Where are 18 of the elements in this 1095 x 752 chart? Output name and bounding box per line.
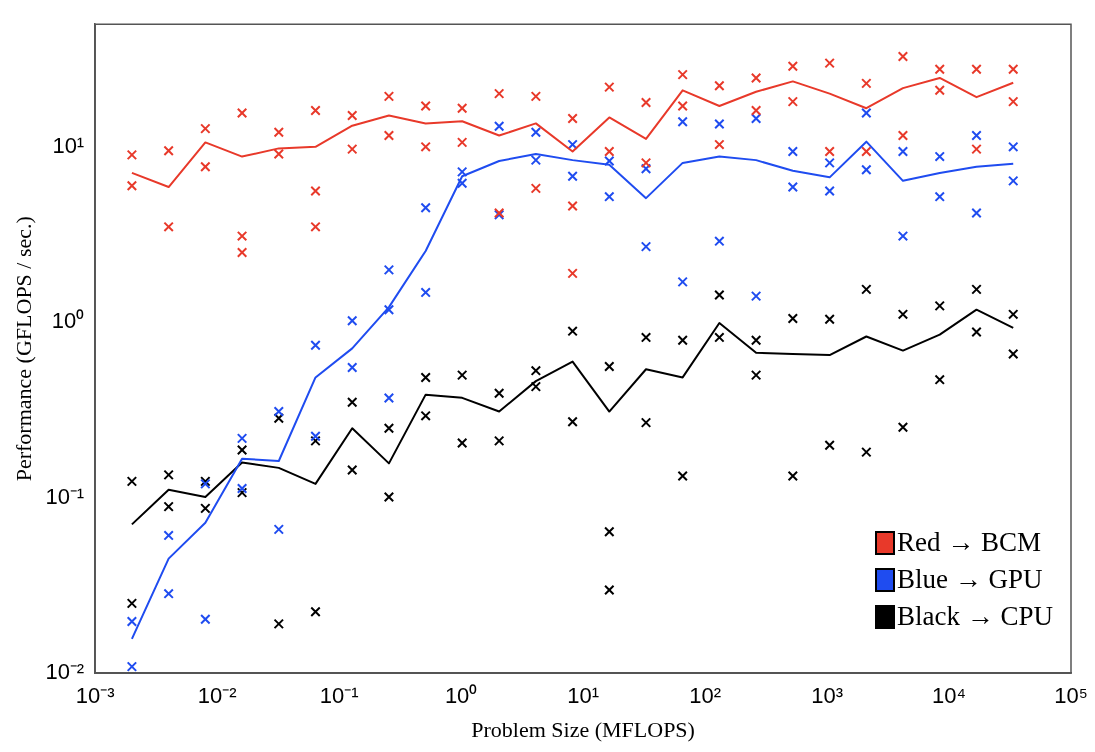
legend-label: Red → BCM (896, 527, 1042, 558)
x-tick-label: 10⁻² (197, 683, 237, 709)
y-axis-title: Performance (GFLOPS / sec.) (10, 216, 36, 482)
legend-label: Black → CPU (896, 601, 1053, 632)
legend-label: Blue → GPU (896, 564, 1043, 595)
x-tick-label: 10³ (811, 683, 843, 709)
x-tick-label: 10⁵ (1054, 683, 1088, 709)
x-tick-label: 10⁴ (932, 683, 966, 709)
y-tick-label: 10⁰ (51, 308, 85, 334)
x-axis-title: Problem Size (MFLOPS) (471, 716, 695, 742)
x-tick-label: 10⁻¹ (319, 683, 359, 709)
y-tick-label: 10⁻¹ (45, 483, 85, 509)
y-tick-label: 10⁻² (45, 659, 85, 685)
x-tick-label: 10¹ (567, 683, 599, 709)
x-tick-label: 10⁻³ (75, 683, 115, 709)
x-tick-label: 10² (689, 683, 721, 709)
x-tick-label: 10⁰ (444, 683, 478, 709)
y-tick-label: 10¹ (52, 132, 85, 158)
